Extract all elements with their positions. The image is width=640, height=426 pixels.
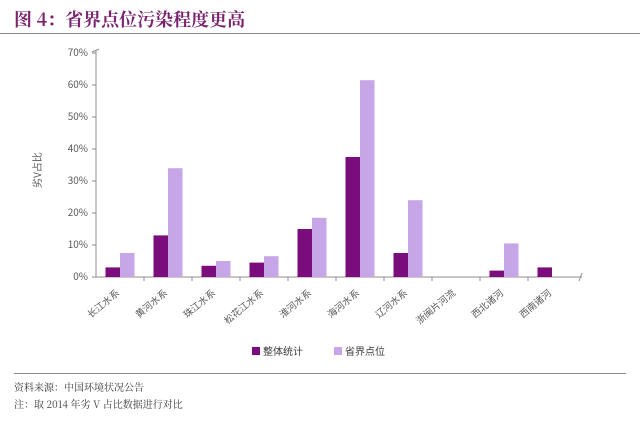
svg-text:70%: 70% xyxy=(68,44,88,59)
svg-text:50%: 50% xyxy=(68,108,88,123)
svg-text:长江水系: 长江水系 xyxy=(84,286,122,321)
svg-text:淮河水系: 淮河水系 xyxy=(276,286,314,321)
svg-text:黄河水系: 黄河水系 xyxy=(132,286,170,321)
svg-text:40%: 40% xyxy=(68,140,88,155)
svg-text:省界点位: 省界点位 xyxy=(345,343,385,358)
svg-text:60%: 60% xyxy=(68,76,88,91)
svg-text:劣V占比: 劣V占比 xyxy=(29,152,44,188)
svg-text:辽河水系: 辽河水系 xyxy=(372,286,410,321)
svg-text:0%: 0% xyxy=(73,268,88,283)
svg-text:珠江水系: 珠江水系 xyxy=(180,286,218,321)
svg-text:20%: 20% xyxy=(68,204,88,219)
svg-text:浙闽片河流: 浙闽片河流 xyxy=(413,285,459,327)
svg-text:30%: 30% xyxy=(68,172,88,187)
svg-text:松花江水系: 松花江水系 xyxy=(221,286,266,327)
svg-text:整体统计: 整体统计 xyxy=(263,343,303,358)
svg-text:海河水系: 海河水系 xyxy=(324,286,362,321)
svg-text:西南诸河: 西南诸河 xyxy=(516,285,554,320)
svg-text:西北诸河: 西北诸河 xyxy=(468,285,506,320)
svg-text:10%: 10% xyxy=(68,236,88,251)
